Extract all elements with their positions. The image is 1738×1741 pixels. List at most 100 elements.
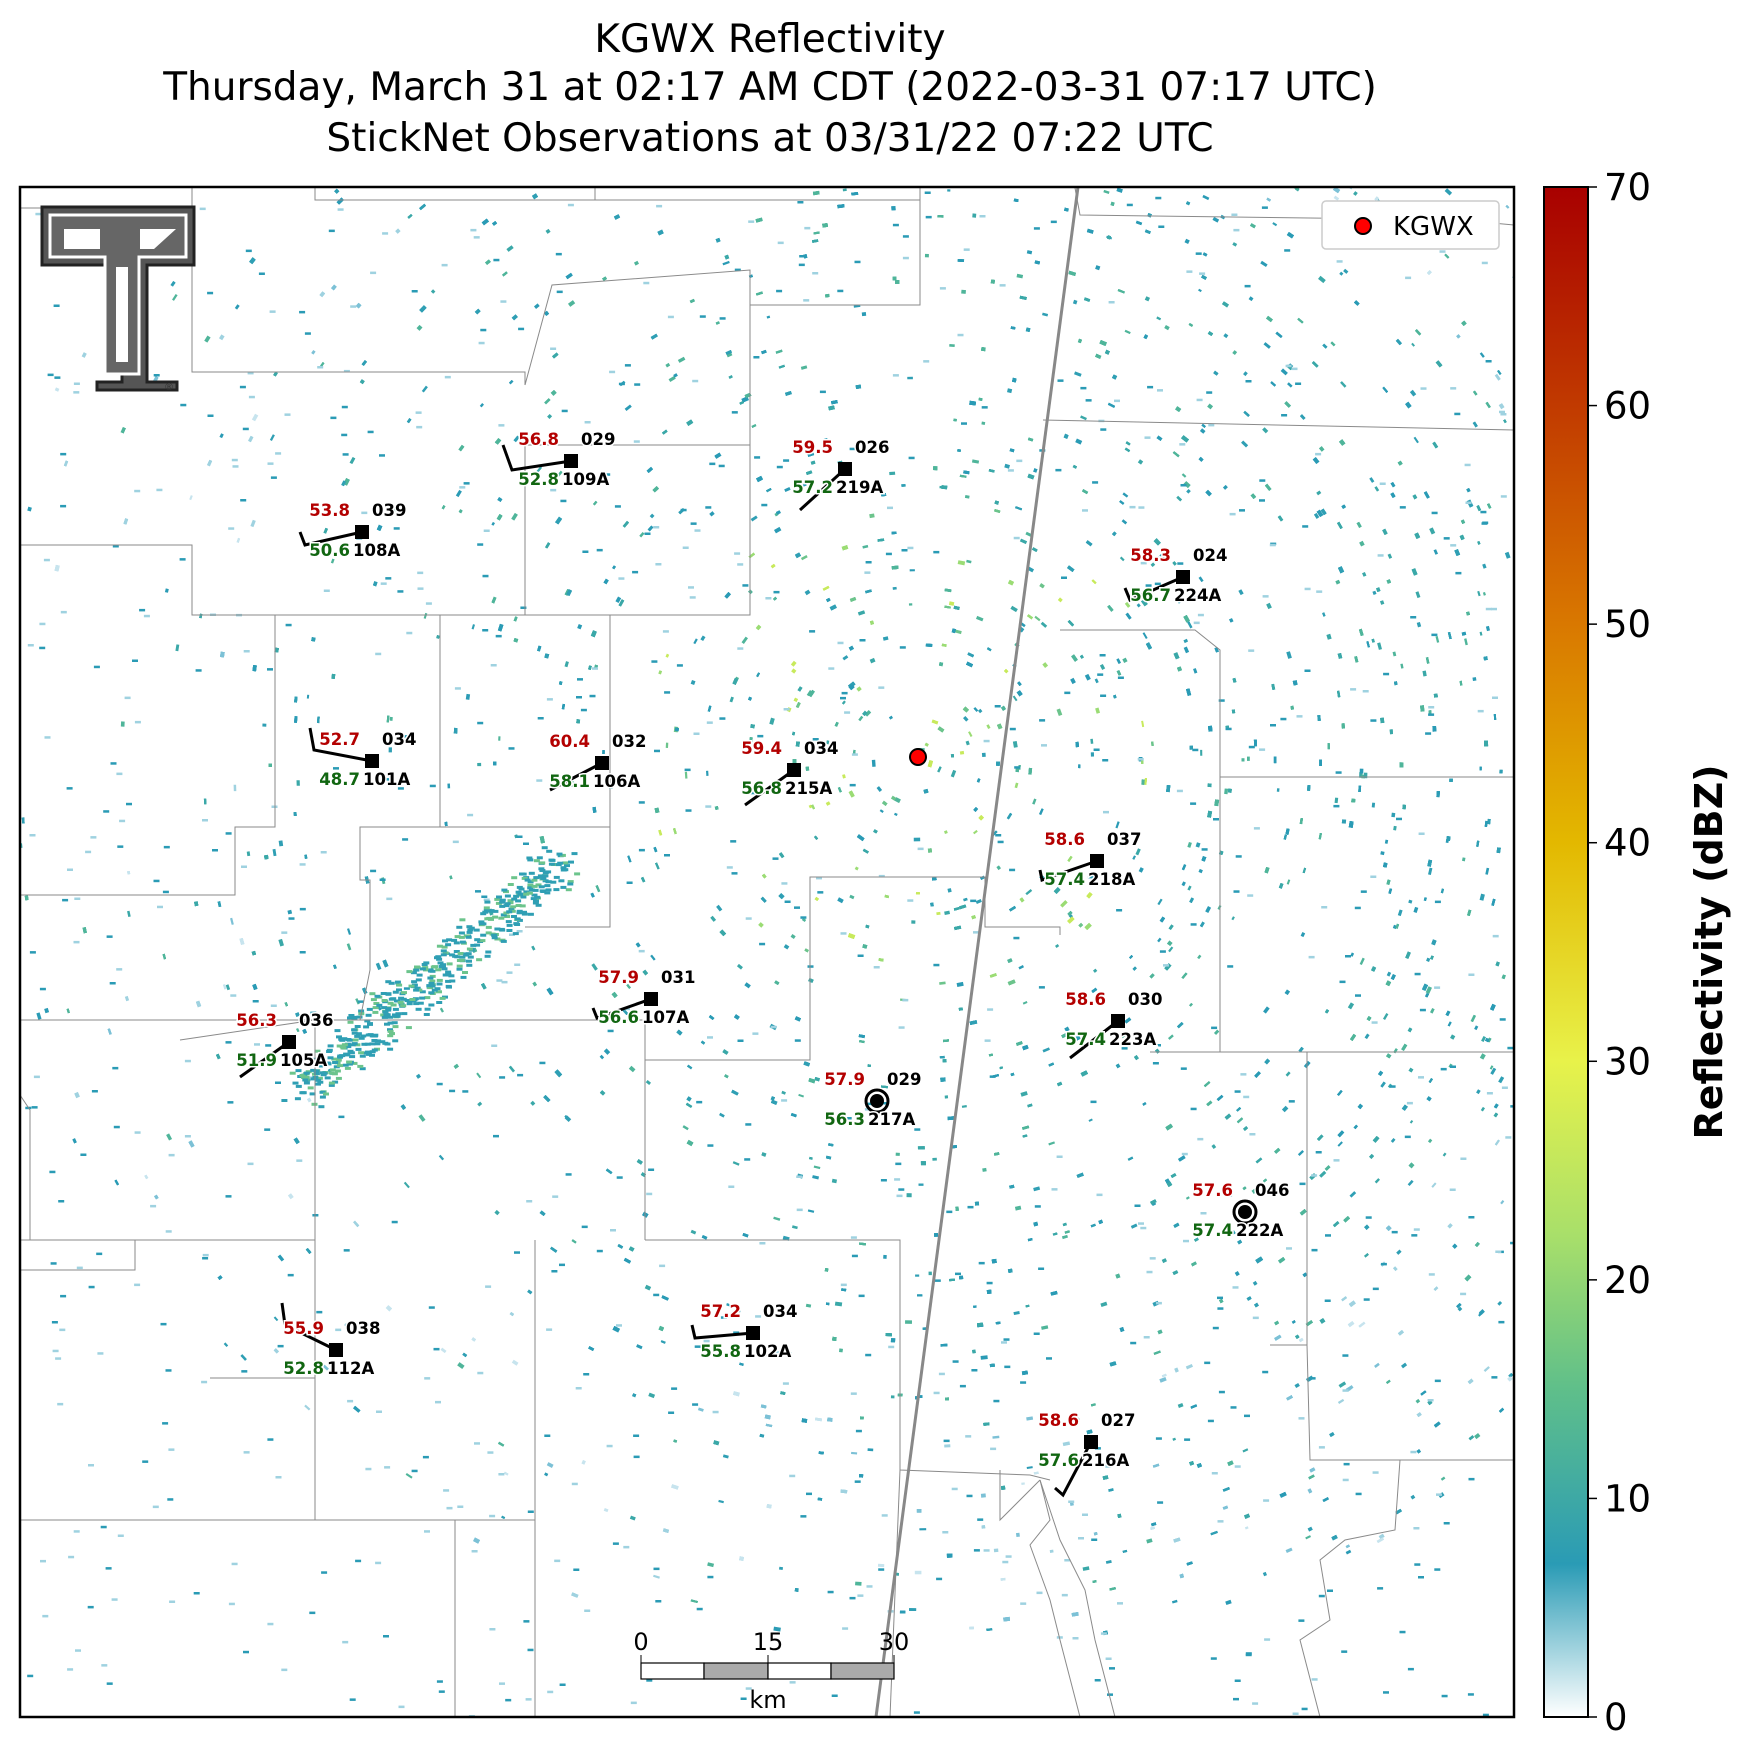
station-pressure: 030: [1128, 990, 1162, 1009]
station-temperature: 57.2: [700, 1302, 741, 1321]
colorbar-tick-0: 0: [1604, 1696, 1628, 1739]
station-id: 105A: [280, 1051, 327, 1070]
station-224A: 58.3 024 56.7 224A: [1123, 545, 1229, 607]
station-id: 102A: [744, 1342, 791, 1361]
station-temperature: 57.9: [598, 968, 639, 987]
station-pressure: 039: [372, 501, 406, 520]
legend-label: KGWX: [1393, 212, 1474, 242]
station-dewpoint: 56.3: [824, 1110, 865, 1129]
station-219A: 59.5 026 57.2 219A: [791, 437, 891, 512]
station-marker: [365, 754, 379, 768]
station-temperature: 58.6: [1065, 990, 1106, 1009]
station-marker: [870, 1094, 884, 1108]
station-107A: 57.9 031 56.6 107A: [591, 967, 697, 1029]
station-marker: [1084, 1435, 1098, 1449]
station-temperature: 53.8: [309, 501, 350, 520]
station-temperature: 58.3: [1130, 546, 1171, 565]
title-datetime: Thursday, March 31 at 02:17 AM CDT (2022…: [163, 65, 1377, 110]
station-dewpoint: 52.8: [283, 1359, 324, 1378]
wind-barb: [798, 467, 847, 512]
station-marker: [355, 525, 369, 539]
station-108A: 53.8 039 50.6 108A: [298, 500, 408, 562]
station-id: 222A: [1236, 1221, 1283, 1240]
wind-barb: [308, 727, 373, 763]
station-temperature: 58.6: [1038, 1411, 1079, 1430]
station-dewpoint: 57.2: [792, 478, 833, 497]
station-223A: 58.6 030 57.4 223A: [1064, 989, 1164, 1060]
station-pressure: 036: [299, 1011, 333, 1030]
wind-barb: [744, 768, 795, 807]
station-dewpoint: 57.4: [1065, 1030, 1106, 1049]
colorbar: 0 10 20 30 40 50 60 70 Reflectivity (dBZ): [1543, 166, 1731, 1739]
station-id: 101A: [363, 770, 410, 789]
station-pressure: 032: [612, 732, 646, 751]
station-dewpoint: 57.4: [1192, 1221, 1233, 1240]
station-216A: 58.6 027 57.6 216A: [1037, 1410, 1137, 1498]
scale-bar: 0 15 30 km: [633, 1628, 909, 1714]
station-dewpoint: 51.9: [236, 1051, 277, 1070]
station-id: 215A: [785, 779, 832, 798]
station-id: 219A: [836, 478, 883, 497]
station-marker: [1111, 1014, 1125, 1028]
station-temperature: 57.6: [1192, 1181, 1233, 1200]
state-boundary-line: [874, 187, 1080, 1717]
station-pressure: 031: [661, 968, 695, 987]
station-dewpoint: 56.8: [741, 779, 782, 798]
station-pressure: 046: [1255, 1181, 1289, 1200]
station-temperature: 52.7: [319, 730, 360, 749]
station-marker: [595, 756, 609, 770]
station-dewpoint: 57.6: [1038, 1451, 1079, 1470]
wind-barb: [690, 1324, 754, 1340]
station-pressure: 029: [887, 1070, 921, 1089]
county-boundaries: [20, 187, 1514, 1717]
wind-barb: [280, 1302, 337, 1352]
station-pressure: 024: [1193, 546, 1227, 565]
station-pressure: 037: [1107, 830, 1141, 849]
station-dewpoint: 52.8: [518, 470, 559, 489]
station-temperature: 59.4: [741, 739, 782, 758]
station-pressure: 027: [1101, 1411, 1135, 1430]
wind-barb: [549, 761, 603, 792]
colorbar-gradient: [1543, 186, 1589, 1718]
radar-site-marker: [909, 748, 927, 766]
station-temperature: 57.9: [824, 1070, 865, 1089]
title-observations: StickNet Observations at 03/31/22 07:22 …: [326, 116, 1214, 161]
station-dewpoint: 48.7: [319, 770, 360, 789]
map-background: [20, 187, 1514, 1717]
colorbar-tick-40: 40: [1604, 822, 1651, 865]
station-215A: 59.4 034 56.8 215A: [740, 738, 840, 807]
station-marker: [644, 992, 658, 1006]
station-temperature: 56.3: [236, 1011, 277, 1030]
station-pressure: 038: [346, 1319, 380, 1338]
calm-wind-circle: [864, 1088, 890, 1114]
station-112A: 55.9 038 52.8 112A: [280, 1302, 382, 1380]
station-marker: [787, 763, 801, 777]
legend: KGWX: [1321, 200, 1500, 250]
station-pressure: 034: [804, 739, 838, 758]
station-106A: 60.4 032 58.1 106A: [548, 731, 648, 793]
station-105A: 56.3 036 51.9 105A: [235, 1010, 335, 1079]
station-id: 217A: [868, 1110, 915, 1129]
station-id: 112A: [327, 1359, 374, 1378]
legend-radar-marker: [1354, 217, 1372, 235]
station-dewpoint: 56.6: [598, 1008, 639, 1027]
scale-tick-15: 15: [753, 1628, 784, 1656]
wind-barb: [1123, 575, 1184, 602]
map-frame: [18, 185, 1516, 1719]
wind-barb: [1069, 1019, 1119, 1060]
colorbar-tick-60: 60: [1604, 385, 1651, 428]
colorbar-tick-30: 30: [1604, 1040, 1651, 1083]
station-marker: [1090, 854, 1104, 868]
station-109A: 56.8 029 52.8 109A: [501, 429, 617, 491]
station-222A: 57.6 046 57.4 222A: [1191, 1180, 1291, 1242]
station-marker: [282, 1035, 296, 1049]
station-temperature: 60.4: [549, 732, 590, 751]
station-id: 107A: [642, 1008, 689, 1027]
station-id: 216A: [1082, 1451, 1129, 1470]
station-marker: [564, 454, 578, 468]
station-dewpoint: 50.6: [309, 541, 350, 560]
colorbar-label: Reflectivity (dBZ): [1687, 764, 1731, 1139]
